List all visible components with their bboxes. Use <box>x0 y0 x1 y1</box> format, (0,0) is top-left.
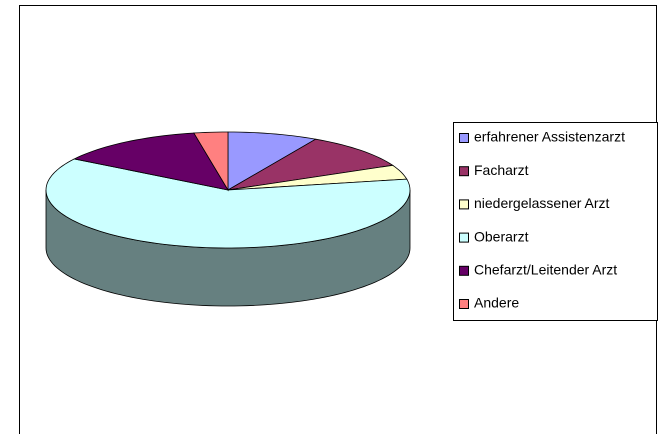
legend-swatch <box>459 166 469 177</box>
legend-label: niedergelassener Arzt <box>474 195 610 211</box>
legend-label: Oberarzt <box>474 228 529 244</box>
slice <box>193 131 229 192</box>
slice <box>227 138 394 191</box>
legend-swatch <box>459 232 469 243</box>
legend-swatch <box>459 299 469 309</box>
slice <box>45 158 411 249</box>
legend-label: Andere <box>474 295 519 311</box>
slice <box>227 131 317 191</box>
legend-label: Chefarzt/Leitender Arzt <box>474 262 617 278</box>
legend-swatch <box>459 199 469 210</box>
legend-label: Facharzt <box>474 162 529 178</box>
slice <box>73 132 229 191</box>
slice <box>227 164 408 191</box>
legend-label: erfahrener Assistenzarzt <box>474 129 625 145</box>
legend-box <box>453 122 658 321</box>
legend-swatch <box>459 133 469 143</box>
legend-swatch <box>459 265 469 276</box>
